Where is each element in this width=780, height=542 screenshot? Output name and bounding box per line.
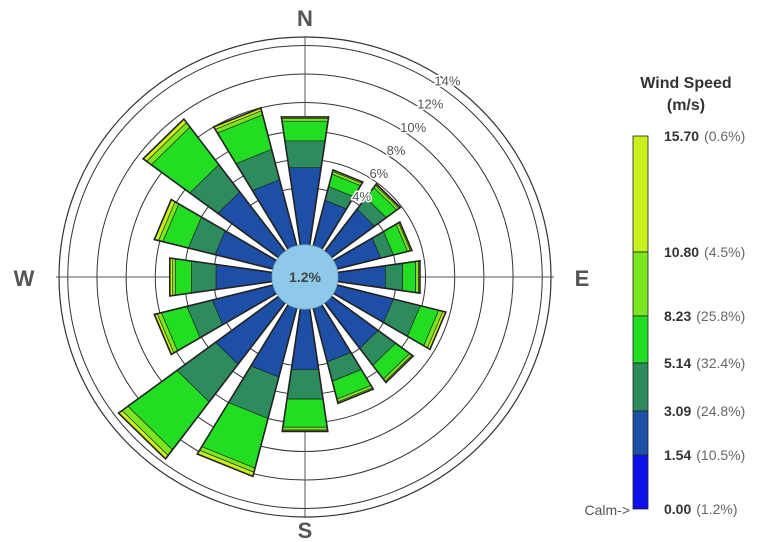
petal-E-2 <box>402 261 416 293</box>
legend-entry-0.00: 0.00 (1.2%) <box>664 501 737 517</box>
petal-S-2 <box>282 398 328 428</box>
legend-entry-5.14: 5.14 (32.4%) <box>664 355 745 371</box>
legend-pct: (25.8%) <box>696 308 745 324</box>
colorbar-segment-0.00 <box>632 454 649 510</box>
tick-label-8: 8% <box>387 143 406 158</box>
calm-circle <box>271 244 339 310</box>
legend-pct: (32.4%) <box>696 355 745 371</box>
wind-petals <box>117 106 447 478</box>
petal-E-1 <box>385 262 403 292</box>
legend-title-line2: (m/s) <box>667 97 705 114</box>
legend-value: 8.23 <box>664 308 691 324</box>
legend-pct: (1.2%) <box>696 501 737 517</box>
legend-colorbar <box>632 135 649 510</box>
petal-N-3 <box>281 118 329 122</box>
petal-S-3 <box>282 426 328 431</box>
petal-W-1 <box>191 260 217 294</box>
legend-title-line1: Wind Speed <box>640 75 731 92</box>
petal-W-2 <box>175 258 192 296</box>
colorbar-segment-8.23 <box>632 251 649 317</box>
legend-entry-15.70: 15.70 (0.6%) <box>664 128 745 144</box>
legend-value: 10.80 <box>664 244 699 260</box>
direction-e: E <box>575 266 590 291</box>
legend-value: 1.54 <box>664 447 691 463</box>
calm-center: 1.2% <box>271 244 339 310</box>
legend-pct: (24.8%) <box>696 403 745 419</box>
legend-entry-8.23: 8.23 (25.8%) <box>664 308 745 324</box>
speed-legend: Wind Speed (m/s) 15.70 (0.6%) 10.80 (4.5%) 8… <box>584 75 745 518</box>
direction-w: W <box>14 266 35 291</box>
colorbar-segment-3.09 <box>632 362 649 412</box>
colorbar-segment-5.14 <box>632 315 649 364</box>
legend-entry-10.80: 10.80 (4.5%) <box>664 244 745 260</box>
legend-pct: (4.5%) <box>704 244 745 260</box>
tick-label-10: 10% <box>400 120 426 135</box>
legend-labels: 15.70 (0.6%) 10.80 (4.5%) 8.23 (25.8%) 5.14 (32… <box>664 128 745 517</box>
legend-value: 0.00 <box>664 501 691 517</box>
radial-tick-labels: 4% 6% 8% 10% 12% 14% <box>351 72 463 205</box>
petal-S-1 <box>286 369 324 400</box>
petal-N-1 <box>284 140 326 168</box>
calm-center-value: 1.2% <box>289 269 321 285</box>
direction-labels: N S E W <box>14 6 590 542</box>
legend-value: 5.14 <box>664 355 691 371</box>
colorbar-segment-10.80 <box>632 135 649 253</box>
legend-pct: (10.5%) <box>696 447 745 463</box>
direction-n: N <box>297 6 313 31</box>
legend-entry-3.09: 3.09 (24.8%) <box>664 403 745 419</box>
tick-label-14: 14% <box>434 74 460 89</box>
petal-N-2 <box>281 120 329 142</box>
tick-label-6: 6% <box>369 166 388 181</box>
legend-entry-1.54: 1.54 (10.5%) <box>664 447 745 463</box>
petal-W-3 <box>172 258 176 296</box>
legend-value: 3.09 <box>664 403 691 419</box>
legend-value: 15.70 <box>664 128 699 144</box>
tick-label-12: 12% <box>417 97 443 112</box>
colorbar-segment-1.54 <box>632 410 649 456</box>
petal-E-3 <box>415 260 419 294</box>
direction-s: S <box>298 518 313 542</box>
legend-pct: (0.6%) <box>704 128 745 144</box>
calm-arrow-label: Calm-> <box>584 502 630 518</box>
tick-label-4: 4% <box>352 189 371 204</box>
